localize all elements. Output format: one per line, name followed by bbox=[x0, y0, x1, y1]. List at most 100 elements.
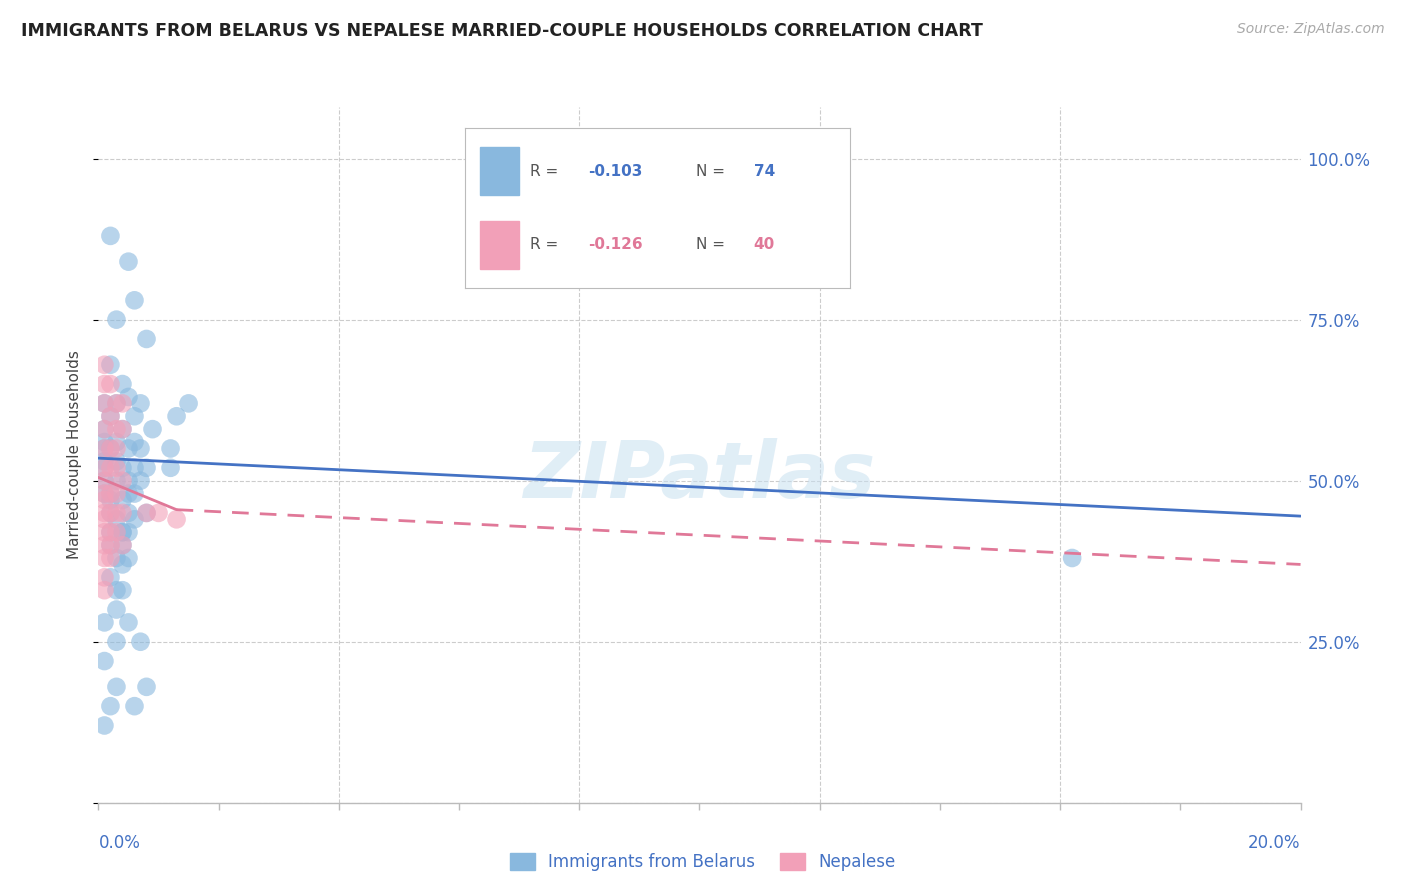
Point bbox=[100, 506, 122, 520]
Point bbox=[135, 506, 157, 520]
Point bbox=[105, 602, 128, 616]
Point bbox=[93, 493, 115, 508]
Point bbox=[117, 486, 139, 500]
Point bbox=[148, 506, 170, 520]
Point bbox=[124, 409, 146, 424]
Point bbox=[100, 525, 122, 540]
Point bbox=[93, 454, 115, 468]
Point bbox=[111, 558, 134, 572]
Point bbox=[135, 506, 157, 520]
Point bbox=[129, 634, 152, 648]
Point bbox=[105, 474, 128, 488]
Point bbox=[100, 409, 122, 424]
Point bbox=[93, 460, 115, 475]
Point bbox=[105, 486, 128, 500]
Point bbox=[135, 460, 157, 475]
Point bbox=[117, 474, 139, 488]
Point bbox=[93, 422, 115, 436]
Point bbox=[100, 486, 122, 500]
Point bbox=[105, 551, 128, 566]
Y-axis label: Married-couple Households: Married-couple Households bbox=[67, 351, 83, 559]
Point bbox=[100, 538, 122, 552]
Point bbox=[100, 570, 122, 584]
Point bbox=[117, 254, 139, 268]
Point bbox=[117, 551, 139, 566]
Point bbox=[111, 422, 134, 436]
Text: 20.0%: 20.0% bbox=[1249, 834, 1301, 852]
Point bbox=[100, 228, 122, 243]
Point bbox=[93, 396, 115, 410]
Point bbox=[105, 460, 128, 475]
Point bbox=[93, 570, 115, 584]
Point bbox=[111, 474, 134, 488]
Point bbox=[135, 332, 157, 346]
Point bbox=[111, 506, 134, 520]
Point bbox=[100, 699, 122, 714]
Point bbox=[129, 442, 152, 456]
Point bbox=[93, 506, 115, 520]
Point bbox=[105, 583, 128, 598]
Point bbox=[124, 512, 146, 526]
Point bbox=[111, 525, 134, 540]
Text: ZIPatlas: ZIPatlas bbox=[523, 438, 876, 514]
Point bbox=[105, 435, 128, 450]
Point bbox=[105, 442, 128, 456]
Point bbox=[93, 442, 115, 456]
Point bbox=[100, 551, 122, 566]
Point bbox=[93, 442, 115, 456]
Point bbox=[124, 699, 146, 714]
Point bbox=[100, 538, 122, 552]
Point bbox=[117, 525, 139, 540]
Point bbox=[111, 493, 134, 508]
Point bbox=[93, 435, 115, 450]
Point bbox=[100, 358, 122, 372]
Point bbox=[100, 409, 122, 424]
Point bbox=[117, 615, 139, 630]
Point bbox=[93, 486, 115, 500]
Point bbox=[129, 396, 152, 410]
Point bbox=[111, 422, 134, 436]
Point bbox=[159, 460, 181, 475]
Point bbox=[117, 390, 139, 404]
Point bbox=[1062, 551, 1084, 566]
Point bbox=[93, 551, 115, 566]
Point bbox=[111, 377, 134, 392]
Point bbox=[93, 422, 115, 436]
Point bbox=[100, 506, 122, 520]
Point bbox=[111, 396, 134, 410]
Text: Source: ZipAtlas.com: Source: ZipAtlas.com bbox=[1237, 22, 1385, 37]
Point bbox=[159, 442, 181, 456]
Point bbox=[117, 442, 139, 456]
Point bbox=[105, 396, 128, 410]
Point bbox=[105, 512, 128, 526]
Point bbox=[93, 538, 115, 552]
Point bbox=[166, 512, 188, 526]
Point bbox=[93, 474, 115, 488]
Point bbox=[93, 486, 115, 500]
Point bbox=[93, 377, 115, 392]
Point bbox=[105, 680, 128, 694]
Point bbox=[105, 422, 128, 436]
Point bbox=[100, 493, 122, 508]
Point bbox=[100, 442, 122, 456]
Point bbox=[93, 460, 115, 475]
Point bbox=[93, 654, 115, 668]
Point bbox=[117, 506, 139, 520]
Point bbox=[105, 454, 128, 468]
Point bbox=[100, 486, 122, 500]
Point bbox=[124, 435, 146, 450]
Point bbox=[100, 525, 122, 540]
Point bbox=[93, 512, 115, 526]
Legend: Immigrants from Belarus, Nepalese: Immigrants from Belarus, Nepalese bbox=[502, 845, 904, 880]
Point bbox=[124, 293, 146, 308]
Point bbox=[105, 634, 128, 648]
Point bbox=[105, 506, 128, 520]
Point bbox=[105, 312, 128, 326]
Point bbox=[124, 460, 146, 475]
Point bbox=[93, 525, 115, 540]
Point bbox=[111, 460, 134, 475]
Point bbox=[111, 583, 134, 598]
Point bbox=[111, 538, 134, 552]
Point bbox=[105, 396, 128, 410]
Point bbox=[100, 442, 122, 456]
